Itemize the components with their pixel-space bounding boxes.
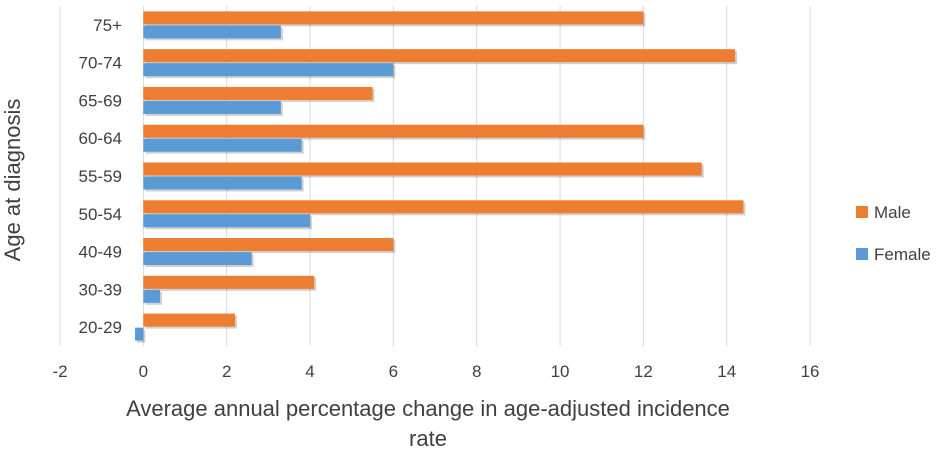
category-labels: 20-29 30-39 40-49 50-54 55-59 60-64 65-69 70-74… [79,16,123,337]
y-axis-title: Age at diagnosis [0,99,25,262]
x-axis-title-line1: Average annual percentage change in age-… [126,396,730,421]
legend: Male Female [856,203,931,264]
bar-male-75+ [143,11,644,25]
category-label: 30-39 [79,280,122,299]
legend-label-female: Female [874,245,931,264]
category-label: 75+ [93,16,122,35]
x-tick-label: 0 [139,362,148,381]
bar-female-50-54 [143,214,311,228]
x-tick-label: 8 [472,362,481,381]
bar-male-60-64 [143,124,644,138]
category-label: 40-49 [79,243,122,262]
x-tick-label: 4 [305,362,314,381]
bar-male-50-54 [143,200,744,214]
bar-male-40-49 [143,238,394,252]
bars [135,11,746,343]
gridlines [59,6,811,346]
category-label: 20-29 [79,318,122,337]
bar-male-70-74 [143,49,736,63]
x-tick-label: 16 [801,362,820,381]
x-tick-label: 2 [222,362,231,381]
bar-male-30-39 [143,275,315,289]
bar-female-20-29 [135,327,144,341]
x-tick-label: -2 [52,362,67,381]
bar-male-65-69 [143,86,373,100]
category-label: 50-54 [79,205,122,224]
bar-female-40-49 [143,252,252,266]
bar-male-55-59 [143,162,702,176]
bar-female-75+ [143,25,281,39]
bar-male-20-29 [143,313,236,327]
x-tick-label: 12 [634,362,653,381]
x-tick-label: 14 [717,362,736,381]
bar-female-70-74 [143,63,394,77]
x-tick-label: 6 [389,362,398,381]
category-label: 55-59 [79,167,122,186]
legend-swatch-male [856,206,868,218]
bar-female-30-39 [143,289,161,303]
category-label: 65-69 [79,91,122,110]
x-axis-title-line2: rate [409,426,447,450]
x-tick-label: 10 [551,362,570,381]
category-label: 60-64 [79,129,122,148]
legend-swatch-female [856,248,868,260]
axis-ticks: -2 0 2 4 6 8 10 12 14 16 [52,362,819,381]
bar-female-65-69 [143,100,281,114]
bar-female-55-59 [143,176,302,190]
category-label: 70-74 [79,54,122,73]
legend-label-male: Male [874,203,911,222]
bar-female-60-64 [143,138,302,152]
